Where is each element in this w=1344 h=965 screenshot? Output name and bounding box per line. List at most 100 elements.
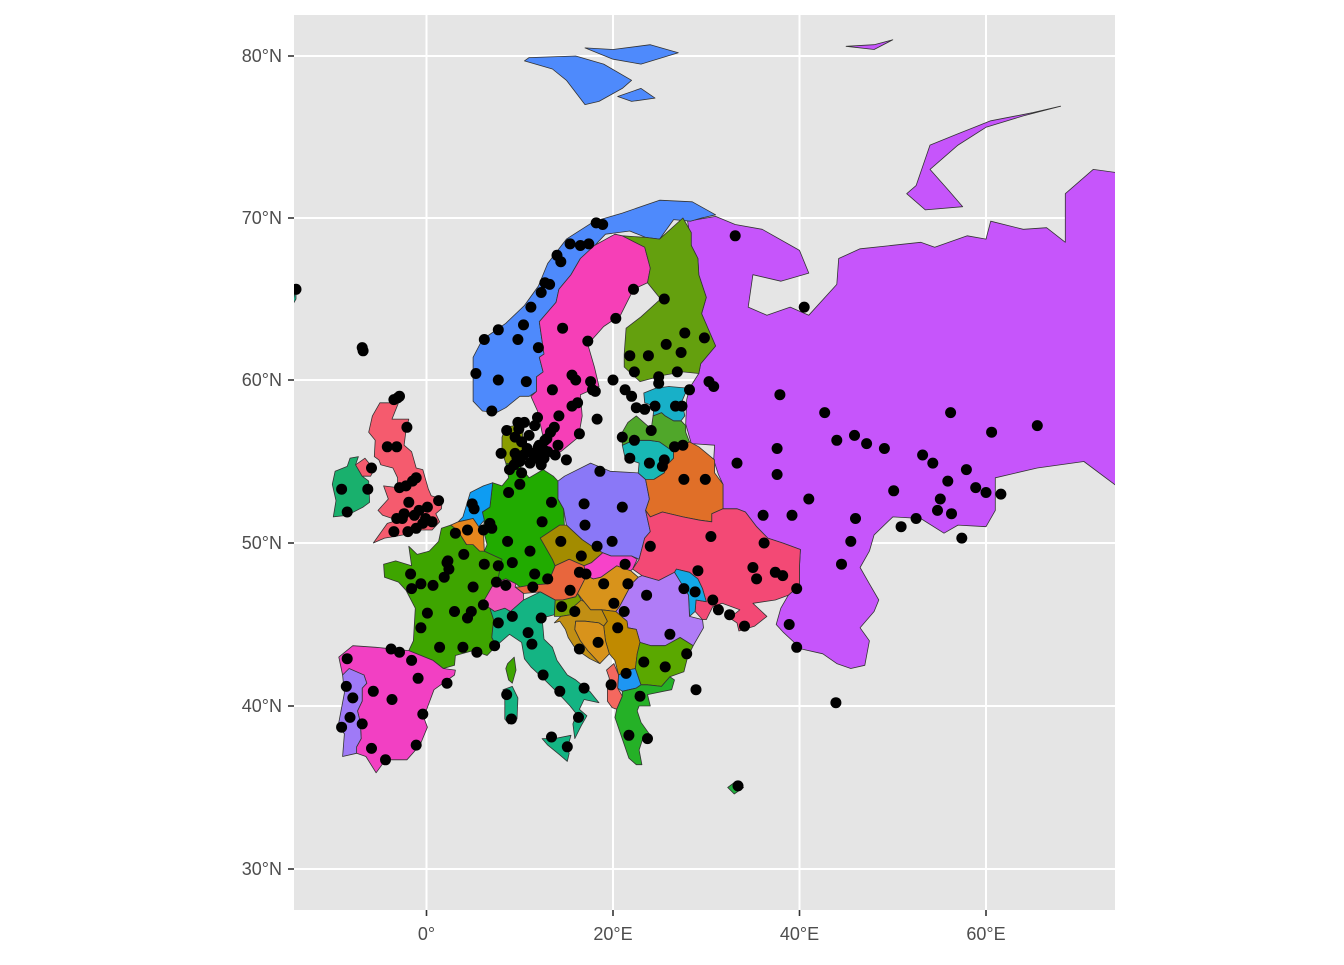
location-point (607, 374, 619, 386)
location-point (591, 413, 603, 425)
location-point (412, 672, 424, 684)
location-point (381, 441, 393, 453)
location-point (548, 421, 560, 433)
location-point (427, 579, 439, 591)
location-point (659, 661, 671, 673)
location-point (532, 342, 544, 354)
location-point (573, 428, 585, 440)
location-point (556, 601, 568, 613)
location-point (658, 454, 670, 466)
location-point (692, 565, 704, 577)
location-point (549, 449, 561, 461)
location-point (516, 467, 528, 479)
location-point (783, 619, 795, 630)
location-point (690, 684, 702, 696)
location-point (575, 550, 587, 562)
location-point (684, 384, 695, 396)
location-point (612, 622, 624, 634)
location-point (980, 487, 992, 498)
country-franzjosef (845, 39, 894, 50)
location-point (995, 488, 1007, 500)
location-point (628, 434, 640, 446)
location-point (544, 278, 556, 290)
location-point (554, 685, 566, 697)
location-point (492, 617, 504, 629)
location-point (421, 501, 433, 513)
location-point (641, 589, 653, 601)
location-point (537, 669, 549, 681)
location-point (934, 493, 946, 505)
location-point (623, 729, 635, 741)
y-tick-label: 30°N (242, 859, 282, 879)
location-point (791, 583, 803, 595)
location-points (294, 217, 1043, 792)
location-point (669, 441, 680, 453)
location-point (845, 535, 857, 547)
location-point (542, 573, 554, 585)
location-point (619, 558, 631, 570)
location-point (590, 217, 602, 229)
location-point (573, 711, 584, 723)
y-tick-label: 60°N (242, 370, 282, 390)
location-point (591, 540, 603, 552)
location-point (628, 283, 639, 295)
location-point (394, 482, 405, 494)
location-point (592, 636, 604, 648)
location-point (521, 443, 533, 454)
location-point (819, 407, 831, 419)
location-point (500, 579, 512, 591)
location-point (506, 557, 518, 569)
location-point (402, 526, 414, 538)
location-point (449, 527, 461, 539)
location-point (579, 519, 591, 531)
location-point (769, 566, 781, 578)
location-point (895, 521, 907, 533)
location-point (618, 606, 630, 617)
location-point (849, 429, 860, 441)
country-bosnia (574, 620, 610, 664)
location-point (564, 584, 576, 596)
location-point (421, 607, 433, 619)
location-point (878, 443, 890, 454)
location-point (642, 733, 653, 745)
country-svalbard-ne (584, 44, 679, 65)
location-point (524, 457, 536, 469)
location-point (942, 475, 954, 487)
location-point (946, 508, 957, 520)
location-point (484, 517, 496, 529)
y-tick-label: 80°N (242, 46, 282, 66)
location-point (861, 438, 873, 450)
location-point (505, 713, 517, 725)
location-point (610, 312, 622, 324)
country-russia (685, 169, 1115, 669)
location-point (945, 407, 957, 419)
location-point (458, 548, 470, 560)
location-point (520, 376, 532, 388)
location-point (729, 230, 741, 242)
location-point (362, 483, 374, 495)
location-point (624, 350, 636, 362)
location-point (732, 780, 744, 792)
location-point (512, 334, 524, 345)
country-corsica (505, 656, 517, 684)
location-point (523, 429, 535, 441)
location-point (426, 516, 438, 528)
y-tick-label: 50°N (242, 533, 282, 553)
location-point (504, 464, 515, 476)
location-point (664, 628, 676, 640)
location-point (524, 545, 536, 557)
x-tick-label: 40°E (780, 924, 819, 944)
location-point (518, 319, 529, 331)
location-point (535, 287, 547, 298)
location-point (443, 563, 455, 575)
location-point (489, 640, 501, 652)
location-point (561, 741, 573, 753)
country-greece (614, 676, 675, 766)
location-point (468, 503, 480, 515)
location-point (340, 680, 352, 692)
location-point (555, 535, 567, 547)
location-point (658, 293, 670, 305)
location-point (356, 718, 368, 730)
location-point (438, 571, 450, 583)
location-point (689, 586, 701, 598)
